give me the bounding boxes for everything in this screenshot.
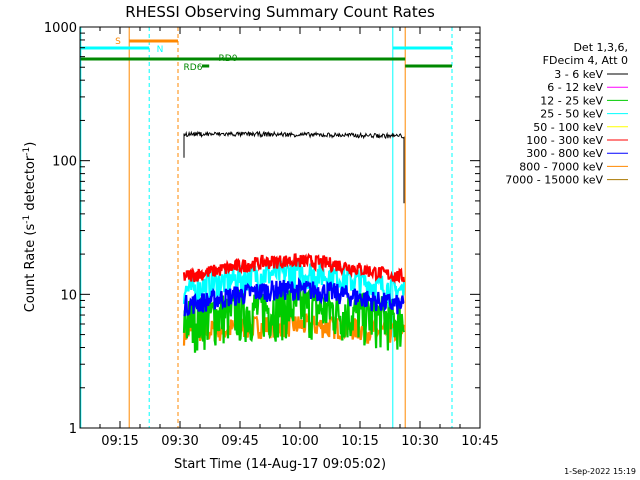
legend-label-8: 7000 - 15000 keV xyxy=(505,174,603,187)
y-tick-label-0: 1 xyxy=(69,422,77,437)
series-layer xyxy=(182,130,406,353)
y-label-sup-2: -1 xyxy=(22,147,32,156)
x-tick-label-0: 09:15 xyxy=(101,434,138,449)
state-label-rd6: RD6 xyxy=(184,63,203,73)
legend-label-1: 6 - 12 keV xyxy=(547,81,603,94)
x-tick-label-1: 09:30 xyxy=(161,434,198,449)
legend-label-3: 25 - 50 keV xyxy=(540,108,603,121)
x-tick-label-2: 09:45 xyxy=(221,434,258,449)
legend-header-1: FDecim 4, Att 0 xyxy=(543,54,628,67)
state-label-s: S xyxy=(115,37,121,47)
series-800-7000kev xyxy=(182,312,406,346)
state-label-rd0: RD0 xyxy=(219,54,238,64)
x-tick-label-3: 10:00 xyxy=(281,434,318,449)
series-3-6kev xyxy=(183,130,405,204)
attenuator-bands: S N RD0 RD6 xyxy=(80,27,453,428)
timestamp: 1-Sep-2022 15:19 xyxy=(564,467,636,476)
legend-label-4: 50 - 100 keV xyxy=(533,121,603,134)
y-label-part-3: ) xyxy=(23,142,38,147)
legend-label-2: 12 - 25 keV xyxy=(540,94,603,107)
y-label-part-2: detector xyxy=(23,155,38,215)
series-100-300kev xyxy=(182,252,406,284)
y-tick-label-2: 100 xyxy=(52,155,77,170)
legend-label-0: 3 - 6 keV xyxy=(554,68,603,81)
series-300-800kev xyxy=(183,277,405,317)
legend-header-0: Det 1,3,6, xyxy=(573,41,628,54)
chart-title: RHESSI Observing Summary Count Rates xyxy=(125,3,435,21)
y-axis-label: Count Rate (s-1 detector-1) xyxy=(22,142,38,313)
y-label-part-1: Count Rate (s xyxy=(23,224,38,313)
y-label-sup-1: -1 xyxy=(22,215,32,224)
x-tick-label-5: 10:30 xyxy=(401,434,438,449)
plot-frame xyxy=(79,26,481,429)
x-tick-label-6: 10:45 xyxy=(461,434,498,449)
y-tick-label-1: 10 xyxy=(60,288,77,303)
x-tick-label-4: 10:15 xyxy=(341,434,378,449)
legend-label-6: 300 - 800 keV xyxy=(526,147,603,160)
y-axis-ticks: 1 10 100 1000 xyxy=(44,21,480,437)
x-axis-ticks: 09:15 09:30 09:45 10:00 10:15 10:30 10:45 xyxy=(99,27,499,449)
legend-label-5: 100 - 300 keV xyxy=(526,134,603,147)
state-label-n: N xyxy=(157,45,164,55)
x-axis-label: Start Time (14-Aug-17 09:05:02) xyxy=(174,457,386,472)
legend-label-7: 800 - 7000 keV xyxy=(519,160,603,173)
y-tick-label-3: 1000 xyxy=(44,21,77,36)
